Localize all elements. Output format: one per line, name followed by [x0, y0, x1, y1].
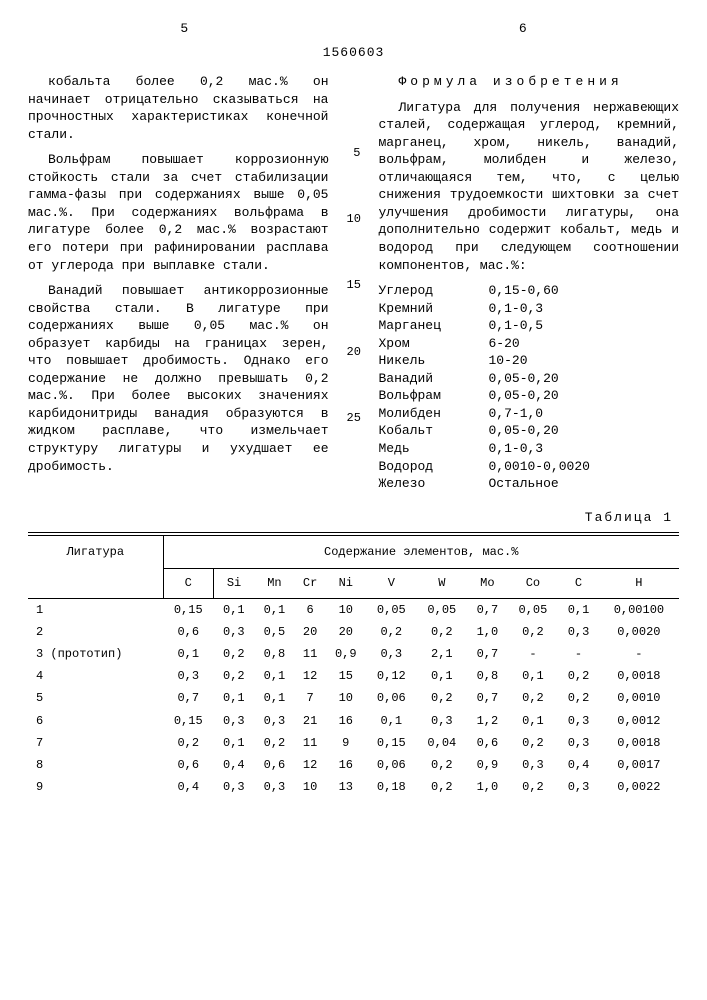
formula-title: Формула изобретения: [379, 73, 680, 91]
table-row: 40,30,20,112150,120,10,80,10,20,0018: [28, 665, 679, 687]
data-table: Лигатура Содержание элементов, мас.% C S…: [28, 535, 679, 798]
table-row: 60,150,30,321160,10,31,20,10,30,0012: [28, 710, 679, 732]
composition-list: Углерод0,15-0,60 Кремний0,1-0,3 Марганец…: [379, 282, 680, 493]
document-number: 1560603: [28, 44, 679, 62]
page-number-right: 6: [367, 20, 679, 38]
left-para-3: Ванадий повышает антикоррозионные свойст…: [28, 282, 329, 475]
col-span: Содержание элементов, мас.%: [163, 536, 679, 569]
left-column: кобальта более 0,2 мас.% он начинает отр…: [28, 73, 329, 493]
table-row: 10,150,10,16100,050,050,70,050,10,00100: [28, 598, 679, 621]
table-row: 3 (прототип)0,10,20,8110,90,32,10,7---: [28, 643, 679, 665]
table-label: Таблица 1: [28, 509, 673, 527]
table-row: 70,20,10,21190,150,040,60,20,30,0018: [28, 732, 679, 754]
line-numbers: 5 10 15 20 25: [347, 143, 361, 493]
table-rule: [28, 532, 679, 533]
right-column: Формула изобретения Лигатура для получен…: [379, 73, 680, 493]
page-header: 5 6: [28, 20, 679, 38]
table-row: 20,60,30,520200,20,21,00,20,30,0020: [28, 621, 679, 643]
right-para-1: Лигатура для получения нержавеющих стале…: [379, 99, 680, 274]
page-number-left: 5: [28, 20, 340, 38]
table-body: 10,150,10,16100,050,050,70,050,10,001002…: [28, 598, 679, 798]
text-columns: кобальта более 0,2 мас.% он начинает отр…: [28, 73, 679, 493]
table-row: 80,60,40,612160,060,20,90,30,40,0017: [28, 754, 679, 776]
left-para-1: кобальта более 0,2 мас.% он начинает отр…: [28, 73, 329, 143]
left-para-2: Вольфрам повышает коррозионную стойкость…: [28, 151, 329, 274]
table-row: 90,40,30,310130,180,21,00,20,30,0022: [28, 776, 679, 798]
table-row: 50,70,10,17100,060,20,70,20,20,0010: [28, 687, 679, 709]
col-ligature: Лигатура: [28, 536, 163, 598]
